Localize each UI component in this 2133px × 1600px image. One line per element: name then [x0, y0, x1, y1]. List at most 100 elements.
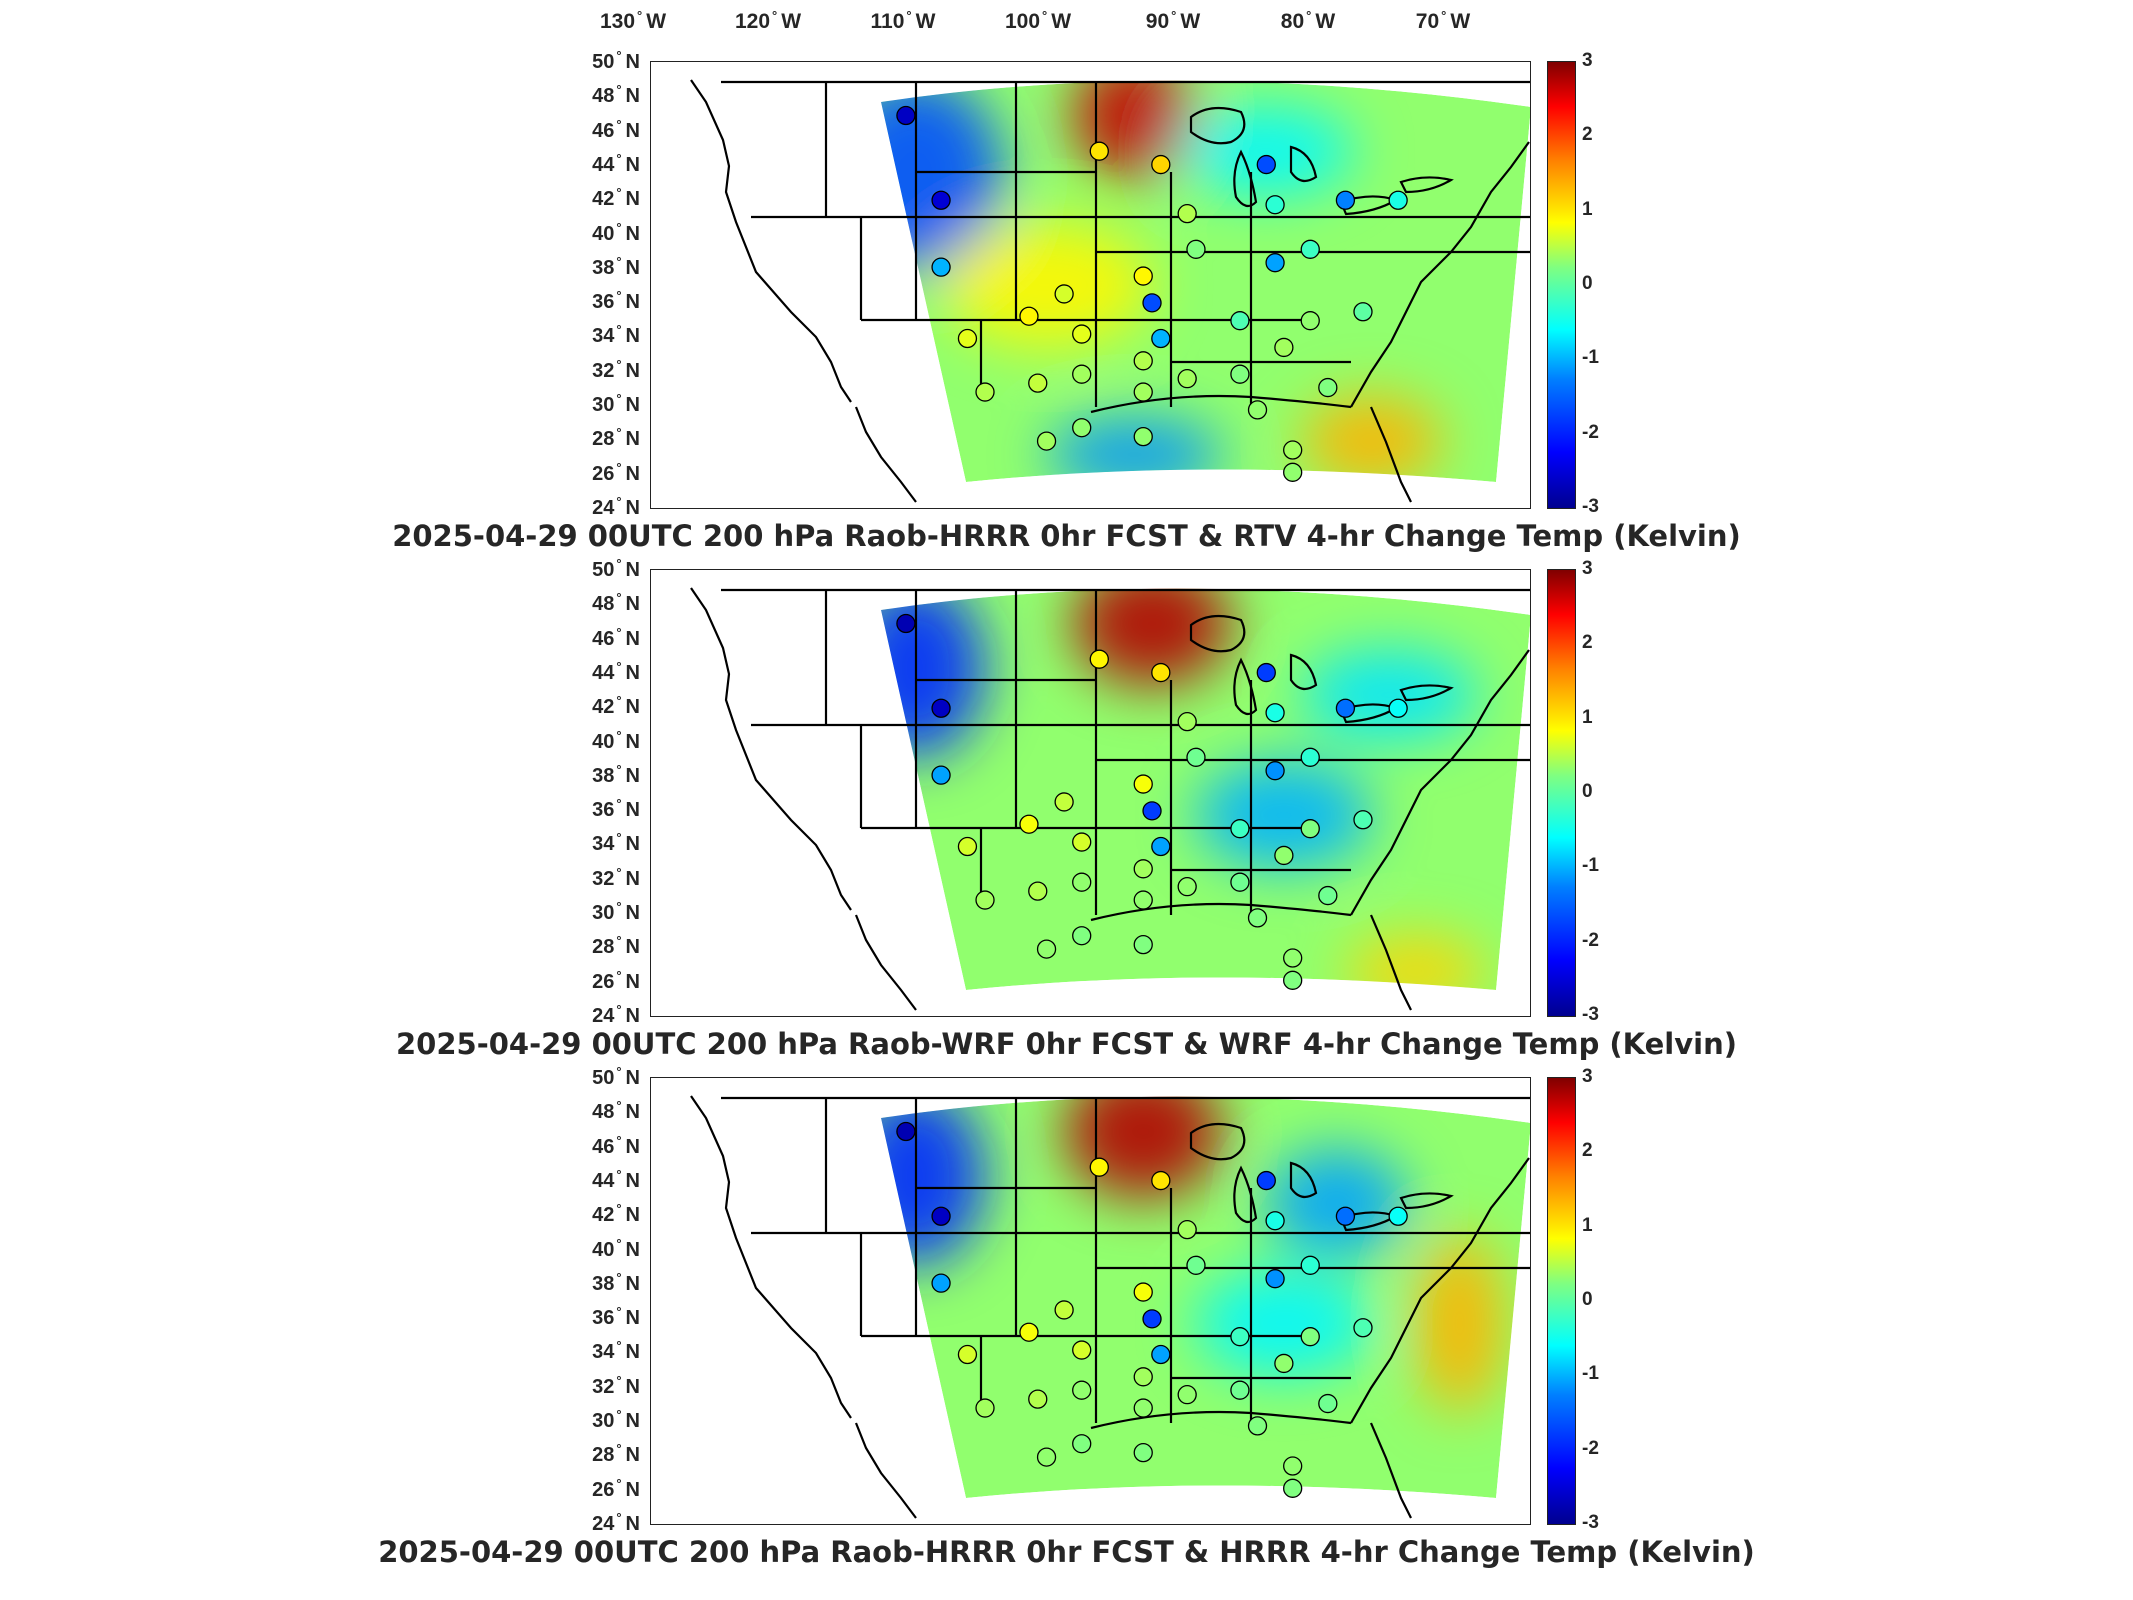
field-anomaly [1301, 396, 1443, 483]
raob-station-marker [957, 328, 978, 349]
latitude-label: 36 ° N [592, 288, 640, 313]
raob-station-marker [1177, 369, 1197, 389]
great-lake-outline [1233, 149, 1258, 208]
raob-station-marker [1036, 1447, 1057, 1467]
latitude-label: 48 ° N [592, 1098, 640, 1124]
raob-station-marker [1335, 1206, 1356, 1226]
raob-station-marker [1028, 373, 1048, 393]
political-boundaries [690, 1095, 1530, 1519]
raob-station-marker [1054, 1300, 1074, 1320]
panel-title: 2025-04-29 00UTC 200 hPa Raob-WRF 0hr FC… [395, 1027, 1737, 1061]
latitude-label: 30 ° N [592, 391, 640, 416]
latitude-label: 30 ° N [592, 899, 640, 924]
field-anomaly [941, 222, 1153, 348]
field-anomaly [1345, 935, 1487, 991]
map-svg [690, 587, 1530, 1011]
latitude-label: 46 ° N [592, 1132, 640, 1158]
raob-station-marker [1072, 872, 1092, 892]
raob-station-marker [975, 382, 995, 402]
colorbar-tick-label: -2 [1582, 929, 1599, 951]
raob-station-marker [896, 613, 916, 634]
raob-station-marker [1300, 239, 1320, 259]
boundary-line [1369, 1422, 1412, 1519]
latitude-label: 28 ° N [592, 425, 640, 451]
raob-station-marker [1247, 908, 1268, 928]
raob-station-marker [1072, 832, 1092, 852]
latitude-label: 28 ° N [592, 1441, 640, 1467]
raob-station-marker [957, 1344, 978, 1365]
raob-station-marker [1274, 1353, 1294, 1374]
colorbar-tick-label: -1 [1582, 855, 1599, 877]
raob-station-marker [1133, 266, 1153, 286]
raob-station-marker [1072, 926, 1092, 946]
temperature-change-field [881, 80, 1530, 483]
latitude-label: 46 ° N [592, 116, 640, 142]
raob-station-marker [1318, 1393, 1338, 1414]
great-lake-outline [1233, 657, 1258, 716]
colorbar-tick-label: 2 [1582, 632, 1593, 654]
raob-station-marker [1300, 1255, 1320, 1275]
raob-station-marker [1230, 1380, 1250, 1400]
colorbar-tick-label: 2 [1582, 124, 1593, 146]
latitude-label: 44 ° N [592, 151, 640, 176]
latitude-label: 38 ° N [592, 762, 640, 787]
raob-station-marker [1142, 1309, 1162, 1329]
raob-station-marker [1274, 845, 1294, 866]
latitude-label: 48 ° N [592, 590, 640, 616]
raob-station-marker [1256, 662, 1276, 683]
colorbar-tick-label: -2 [1582, 421, 1599, 443]
raob-station-marker [1072, 364, 1092, 384]
boundary-line [1350, 141, 1530, 408]
raob-station-marker [1256, 154, 1276, 175]
raob-station-marker [931, 190, 951, 210]
raob-station-marker [1265, 1269, 1285, 1289]
longitude-label: 90 ° W [1145, 8, 1201, 33]
longitude-label: 70 ° W [1415, 8, 1471, 33]
colorbar-tick-label: -1 [1582, 1363, 1599, 1385]
raob-station-marker [1283, 970, 1303, 990]
raob-station-marker [1230, 872, 1250, 892]
latitude-label: 40 ° N [592, 727, 640, 753]
boundary-line [690, 587, 852, 911]
boundary-line [690, 1095, 852, 1419]
latitude-label: 44 ° N [592, 659, 640, 684]
latitude-label: 26 ° N [592, 967, 640, 993]
latitude-label: 34 ° N [592, 1338, 640, 1364]
latitude-label: 32 ° N [592, 356, 640, 382]
latitude-label: 34 ° N [592, 830, 640, 856]
colorbar-tick-label: 0 [1582, 781, 1593, 802]
raob-station-marker [1186, 747, 1206, 767]
raob-station-marker [1300, 311, 1320, 331]
latitude-label: 42 ° N [592, 1201, 640, 1227]
raob-station-marker [1353, 810, 1373, 830]
colorbar-tick-label: 3 [1582, 558, 1593, 579]
colorbar-tick-label: -3 [1582, 1004, 1599, 1025]
raob-stations [896, 1121, 1408, 1498]
raob-station-marker [1283, 948, 1303, 968]
raob-station-marker [1036, 431, 1057, 451]
boundary-line [1369, 914, 1412, 1011]
great-lake-outline [1289, 653, 1318, 691]
raob-station-marker [1054, 284, 1074, 304]
raob-station-marker [1054, 792, 1074, 812]
latitude-label: 24 ° N [592, 1002, 640, 1027]
raob-station-marker [1265, 703, 1285, 723]
raob-station-marker [1072, 324, 1092, 344]
raob-station-marker [931, 1273, 951, 1293]
raob-station-marker [1151, 662, 1171, 683]
raob-station-marker [1388, 1206, 1408, 1226]
raob-station-marker [1274, 337, 1294, 358]
longitude-label: 120 ° W [734, 8, 802, 33]
field-anomaly [881, 588, 986, 758]
map-plot-area [650, 1077, 1531, 1525]
raob-station-marker [1283, 1456, 1303, 1476]
raob-station-marker [1177, 711, 1197, 732]
map-panel: 50 ° N 48 ° N 46 ° N 44 ° N 42 ° N 40 ° N 38 ° N 36 ° N 34 ° N 32 ° N… [0, 1064, 2133, 1583]
raob-station-marker [1177, 1219, 1197, 1240]
raob-stations [896, 613, 1408, 990]
raob-station-marker [1072, 1340, 1092, 1360]
raob-station-marker [1089, 1157, 1109, 1177]
great-lake-outline [1189, 106, 1246, 145]
raob-station-marker [1388, 698, 1408, 718]
raob-station-marker [1353, 1318, 1373, 1338]
